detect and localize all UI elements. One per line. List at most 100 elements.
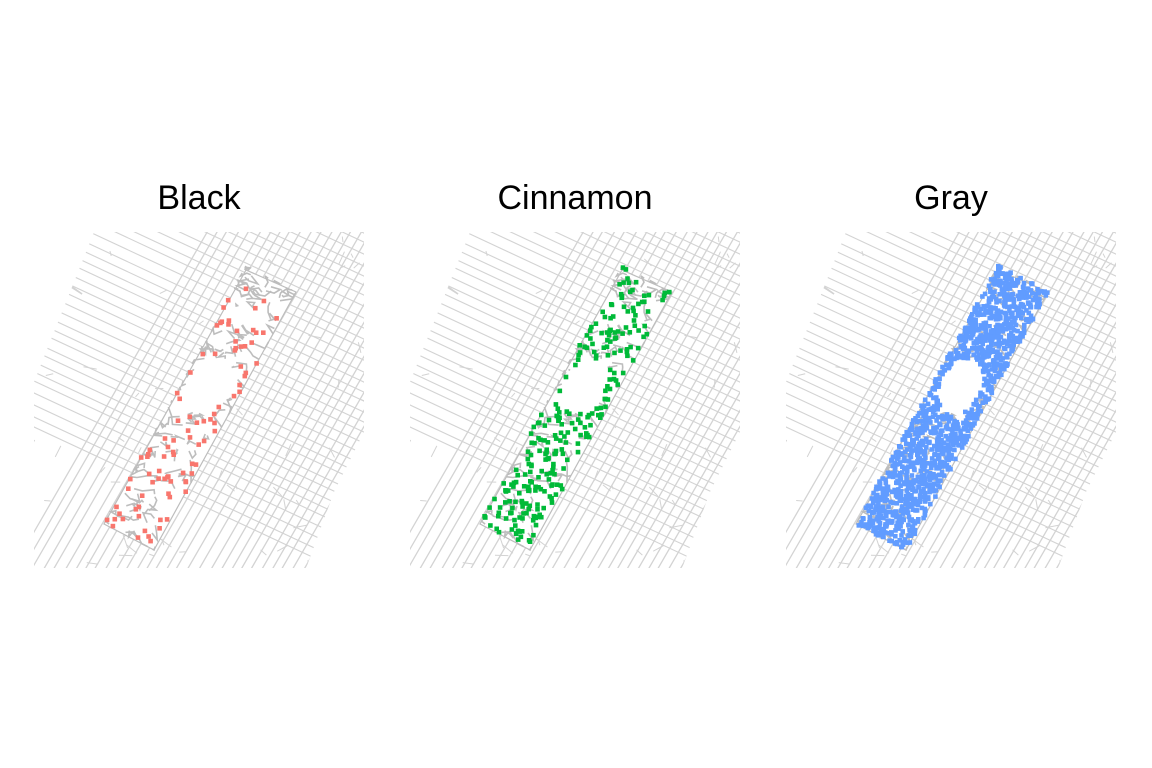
sighting-point: [211, 411, 217, 417]
sighting-point: [920, 465, 925, 471]
park-path: [565, 459, 569, 483]
sighting-point: [980, 294, 985, 299]
sighting-point: [952, 447, 957, 453]
street-segment: [217, 470, 223, 481]
sighting-point: [578, 411, 583, 417]
sighting-point: [183, 479, 188, 484]
sighting-point: [189, 471, 195, 476]
sighting-point: [1036, 304, 1041, 310]
sighting-point: [558, 430, 564, 436]
sighting-point: [1013, 322, 1019, 328]
sighting-point: [893, 528, 898, 533]
sighting-point: [871, 510, 877, 515]
sighting-point: [998, 334, 1004, 340]
sighting-point: [1005, 304, 1010, 310]
sighting-point: [146, 452, 151, 457]
park-path: [193, 412, 205, 417]
sighting-point: [526, 506, 531, 512]
sighting-point: [970, 346, 975, 351]
sighting-point: [917, 493, 923, 498]
sighting-point: [897, 460, 903, 465]
sighting-point: [907, 441, 912, 447]
sighting-point: [893, 450, 899, 456]
sighting-point: [883, 509, 889, 515]
sighting-point: [496, 510, 502, 516]
sighting-point: [623, 325, 629, 330]
street-segment: [1081, 447, 1087, 458]
sighting-point: [588, 328, 593, 333]
sighting-point: [885, 484, 891, 490]
sighting-point: [884, 491, 889, 496]
street-segment: [122, 534, 129, 549]
sighting-point: [888, 499, 894, 505]
street-line: [665, 232, 740, 267]
sighting-point: [507, 499, 512, 504]
sighting-point: [949, 352, 954, 358]
sighting-point: [1022, 322, 1027, 328]
park-path: [108, 509, 118, 517]
park-path: [607, 364, 618, 369]
facet-title: Black: [157, 179, 241, 217]
sighting-point: [983, 399, 988, 405]
sighting-point: [920, 430, 925, 435]
sighting-point: [548, 471, 554, 476]
sighting-point: [660, 297, 665, 303]
sighting-point: [996, 342, 1002, 347]
park-path: [143, 503, 159, 515]
sighting-point: [559, 422, 564, 427]
sighting-point: [924, 461, 930, 466]
sighting-point: [1013, 283, 1018, 288]
sighting-point: [980, 358, 985, 363]
park-path: [153, 431, 173, 436]
sighting-point: [953, 431, 958, 437]
sighting-point: [539, 412, 544, 418]
street-segment: [978, 484, 987, 492]
sighting-point: [912, 521, 917, 526]
sighting-point: [633, 313, 638, 318]
sighting-point: [925, 439, 931, 445]
sighting-point: [938, 422, 943, 428]
sighting-point: [1015, 280, 1020, 285]
sighting-point: [917, 418, 922, 424]
sighting-point: [1003, 317, 1009, 323]
street-line: [410, 267, 740, 423]
avenue-line: [613, 355, 740, 574]
sighting-point: [546, 455, 551, 461]
park-path: [210, 325, 223, 336]
sighting-point: [919, 403, 924, 408]
street-line: [315, 232, 364, 255]
street-segment: [462, 562, 475, 565]
street-segment: [100, 466, 106, 473]
sighting-point: [624, 347, 630, 352]
sighting-point: [902, 449, 908, 455]
sighting-point: [982, 324, 988, 329]
park-path: [233, 287, 242, 293]
sighting-point: [975, 406, 981, 411]
sighting-point: [969, 407, 975, 412]
sighting-point: [895, 520, 900, 525]
street-segment: [511, 392, 516, 398]
sighting-point: [890, 500, 896, 506]
sighting-point: [873, 498, 878, 503]
sighting-point: [1003, 301, 1008, 306]
sighting-point: [551, 464, 556, 470]
park-path: [226, 398, 232, 413]
sighting-point: [968, 422, 974, 427]
sighting-point: [931, 395, 936, 401]
sighting-point: [613, 335, 619, 340]
sighting-point: [908, 528, 913, 533]
street-segment: [236, 408, 243, 416]
sighting-point: [501, 481, 506, 486]
street-segment: [126, 544, 138, 554]
sighting-point: [591, 349, 597, 355]
sighting-point: [936, 466, 942, 471]
street-segment: [1090, 251, 1097, 265]
sighting-point: [902, 434, 907, 439]
sighting-point: [596, 412, 601, 418]
sighting-point: [996, 334, 1001, 339]
park-path: [170, 434, 186, 441]
sighting-point: [539, 514, 544, 520]
sighting-point: [872, 525, 877, 531]
sighting-point: [999, 323, 1004, 328]
street-segment: [430, 445, 438, 458]
